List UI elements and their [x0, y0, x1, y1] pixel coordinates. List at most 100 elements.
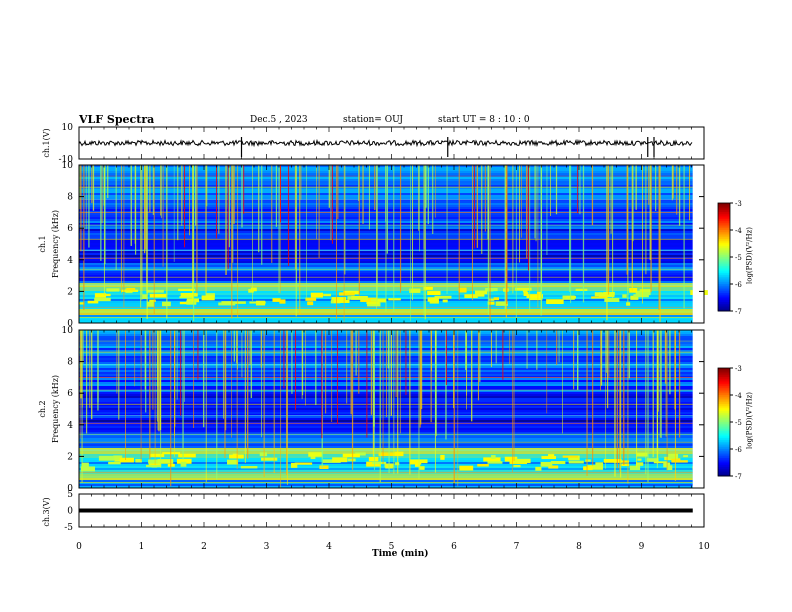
ch2-spectrogram-panel-noise-patch	[366, 461, 381, 467]
ch1-spectrogram-panel-noise-patch	[366, 302, 379, 305]
ch1-spectrogram-panel-noise-patch	[179, 296, 194, 299]
ch2-spectrogram-panel-noise-patch	[666, 465, 673, 470]
colorbar-ch1-segment	[718, 213, 730, 217]
ch3-waveform-panel	[78, 493, 705, 528]
ch1-spectrogram-panel-noise-patch	[221, 301, 233, 304]
ch2-spectrogram-panel-noise-patch	[603, 458, 622, 463]
colorbar-ch1	[717, 202, 733, 312]
colorbar-ch2-segment	[718, 441, 730, 445]
ch1-spectrogram-panel-noise-patch	[633, 294, 649, 298]
ch2-spectrogram-panel-band	[79, 344, 693, 346]
colorbar-ch1-segment	[718, 249, 730, 253]
ch1-spectrogram-panel-noise-patch	[423, 287, 433, 290]
ch2-spectrogram-panel-noise-patch	[108, 461, 121, 465]
ch2-spectrogram-panel-noise-patch	[629, 465, 641, 471]
ch2-spectrogram-panel-band	[79, 332, 693, 334]
ch2-spectrogram-panel-noise-patch	[294, 462, 313, 465]
ch1-spectrogram-panel-noise-patch	[639, 289, 651, 292]
ch2-spectrogram-panel-noise-patch	[663, 462, 671, 468]
ch2-spectrogram-panel-noise-patch	[240, 466, 258, 469]
ch1-spectrogram-panel-noise-patch	[305, 297, 317, 301]
ch2-spectrogram-panel-band	[79, 348, 693, 350]
colorbar-ch1-tick-label: -3	[735, 200, 742, 208]
colorbar-ch1-segment	[718, 212, 730, 215]
colorbar-ch1-segment	[718, 285, 730, 289]
x-tick-label: 10	[698, 542, 710, 552]
colorbar-ch1-segment	[718, 248, 730, 251]
colorbar-ch2-segment	[718, 459, 730, 463]
ch1-spectrogram-panel-noise-patch	[231, 301, 246, 304]
ch2-spectrogram-panel-band	[79, 404, 693, 406]
ch1-spectrogram-panel-noise-patch	[375, 298, 387, 303]
colorbar-ch1-segment	[718, 275, 730, 278]
ch2-spectrogram-panel-band	[79, 368, 693, 370]
ch2-spectrogram-panel-band	[79, 436, 693, 438]
colorbar-ch2-segment	[718, 423, 730, 427]
colorbar-ch2-segment	[718, 425, 730, 428]
colorbar-ch1-tick-label: -5	[735, 254, 742, 262]
colorbar-ch1-segment	[718, 278, 730, 281]
colorbar-ch2-tick-label: -5	[735, 419, 742, 427]
ch2-spectrogram-panel-band	[79, 360, 693, 362]
colorbar-ch2-segment	[718, 465, 730, 468]
ch2-spectrogram-panel-ytick-label: 2	[67, 452, 73, 462]
ch1-spectrogram-panel-noise-patch	[526, 294, 543, 299]
ch2-spectrogram-panel-noise-patch	[342, 453, 360, 458]
colorbar-ch2-segment	[718, 422, 730, 425]
ch1-spectrogram-panel-noise-patch	[493, 297, 500, 301]
colorbar-ch2-segment	[718, 436, 730, 439]
ch2-spectrogram-panel-band	[79, 334, 693, 336]
colorbar-ch2-segment	[718, 461, 730, 464]
colorbar-ch1-segment	[718, 226, 730, 229]
colorbar-ch1-segment	[718, 273, 730, 276]
colorbar-ch2-segment	[718, 418, 730, 421]
ch1-spectrogram-panel-noise-patch	[629, 287, 638, 293]
ch3-waveform-panel-ytick-label: 0	[67, 507, 73, 517]
ch2-spectrogram-panel-noise-patch	[646, 458, 659, 462]
colorbar-ch1-segment	[718, 296, 730, 299]
ch2-spectrogram-panel-band	[79, 448, 693, 450]
ch2-spectrogram-panel-band	[79, 396, 693, 398]
colorbar-ch2-segment	[718, 407, 730, 410]
ch2-spectrogram-panel-band	[79, 384, 693, 386]
ch2-spectrogram-panel-noise-patch	[440, 454, 445, 460]
ch1-spectrogram-panel	[78, 164, 708, 324]
colorbar-ch1-segment	[718, 271, 730, 274]
ch2-spectrogram-panel-band	[79, 440, 693, 442]
colorbar-ch2-segment	[718, 389, 730, 392]
colorbar-ch2-segment	[718, 443, 730, 446]
colorbar-ch2-segment	[718, 378, 730, 382]
ch2-spectrogram-panel-noise-patch	[514, 458, 531, 464]
colorbar-ch2-segment	[718, 474, 730, 477]
start-ut-label: start UT = 8 : 10 : 0	[438, 115, 530, 125]
ch2-spectrogram-panel-noise-patch	[535, 466, 542, 471]
ch2-spectrogram-panel-noise-patch	[636, 452, 648, 457]
ch2-spectrogram-panel-band	[79, 444, 693, 446]
ch1-spectrogram-panel-ytick-label: 8	[67, 193, 73, 203]
ch2-spectrogram-panel-noise-patch	[308, 452, 323, 457]
ch2-spectrogram-panel-band	[79, 386, 693, 388]
ch2-spectrogram-panel-ytick-label: 4	[67, 421, 73, 431]
ch2-spectrogram-panel-noise-patch	[568, 455, 580, 461]
x-tick-label: 4	[326, 542, 332, 552]
ch1-spectrogram-panel-noise-patch	[94, 297, 111, 302]
colorbar-ch1-segment	[718, 287, 730, 290]
colorbar-ch1-segment	[718, 302, 730, 305]
ch3-waveform-panel-ytick-label: 5	[67, 490, 73, 500]
colorbar-ch1-segment	[718, 219, 730, 222]
colorbar-ch2-segment	[718, 431, 730, 434]
colorbar-ch2-segment	[718, 402, 730, 405]
ch2-spectrogram-panel-band	[79, 366, 693, 368]
date-label: Dec.5 , 2023	[250, 115, 308, 125]
ch2-spectrogram-panel-noise-patch	[290, 462, 298, 468]
x-tick-label: 6	[451, 542, 457, 552]
ch2-spectrogram-panel-noise-patch	[368, 456, 379, 462]
colorbar-ch1-segment	[718, 231, 730, 235]
ch2-spectrogram-panel-band	[79, 426, 693, 428]
ch2-spectrogram-panel-noise-patch	[668, 453, 679, 459]
colorbar-ch2-segment	[718, 434, 730, 437]
ch2-spectrogram-panel-noise-patch	[394, 451, 404, 457]
ch2-spectrogram-panel-noise-patch	[347, 458, 356, 462]
colorbar-ch1-segment	[718, 264, 730, 267]
